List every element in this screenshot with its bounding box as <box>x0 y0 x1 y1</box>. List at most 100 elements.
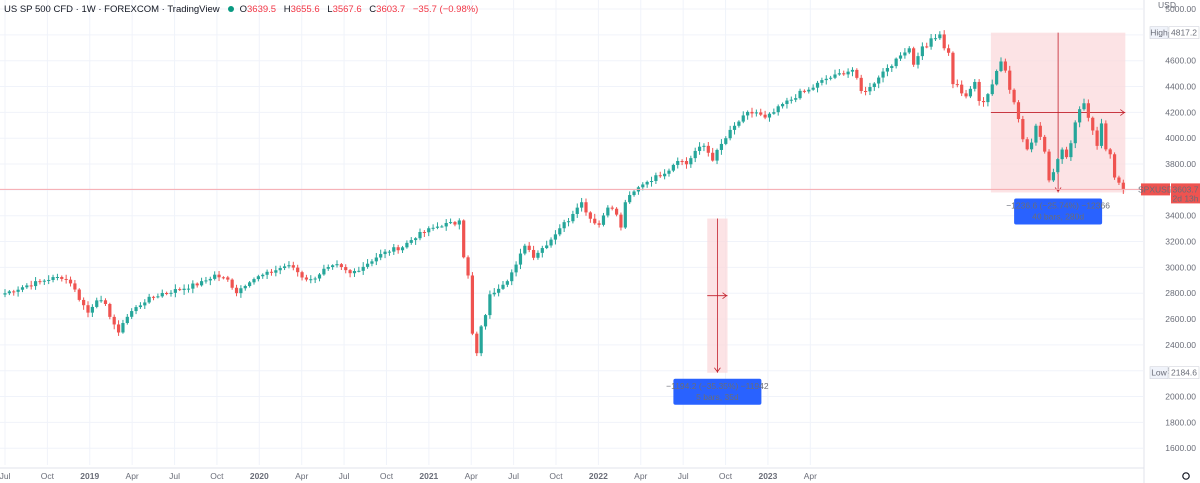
candle-body[interactable] <box>1029 142 1034 150</box>
candle-body[interactable] <box>383 251 387 255</box>
candle-body[interactable] <box>213 274 217 279</box>
candle-body[interactable] <box>226 277 230 280</box>
candle-body[interactable] <box>457 220 461 225</box>
candle-body[interactable] <box>1073 122 1077 144</box>
candle-body[interactable] <box>514 264 518 273</box>
candle-body[interactable] <box>42 280 46 282</box>
candle-body[interactable] <box>741 115 745 122</box>
candle-body[interactable] <box>199 281 204 286</box>
candle-body[interactable] <box>715 149 719 161</box>
candle-body[interactable] <box>230 279 234 288</box>
candle-body[interactable] <box>387 251 392 253</box>
candle-body[interactable] <box>807 89 811 92</box>
candle-body[interactable] <box>859 77 863 91</box>
candle-body[interactable] <box>553 234 558 240</box>
candle-body[interactable] <box>1047 151 1051 181</box>
candle-body[interactable] <box>732 125 737 130</box>
candle-body[interactable] <box>90 306 94 313</box>
candle-body[interactable] <box>1003 61 1007 71</box>
candle-body[interactable] <box>780 104 785 107</box>
candle-body[interactable] <box>331 265 335 268</box>
candle-body[interactable] <box>335 264 339 266</box>
candle-body[interactable] <box>588 212 592 219</box>
candle-body[interactable] <box>178 289 182 291</box>
candle-body[interactable] <box>396 247 400 251</box>
candle-body[interactable] <box>912 48 916 65</box>
candle-body[interactable] <box>116 324 121 333</box>
candle-body[interactable] <box>641 184 645 188</box>
candle-body[interactable] <box>1051 172 1056 181</box>
candle-body[interactable] <box>1069 143 1073 158</box>
candle-body[interactable] <box>475 333 479 354</box>
candle-body[interactable] <box>855 69 859 78</box>
candle-body[interactable] <box>1095 130 1099 146</box>
candle-body[interactable] <box>204 280 208 282</box>
candle-body[interactable] <box>1021 119 1025 140</box>
candle-body[interactable] <box>1043 136 1047 152</box>
candle-body[interactable] <box>422 232 426 234</box>
candle-body[interactable] <box>890 66 894 69</box>
candle-body[interactable] <box>287 265 291 267</box>
candle-body[interactable] <box>261 274 265 277</box>
candle-body[interactable] <box>968 88 973 97</box>
candle-body[interactable] <box>868 87 872 92</box>
candle-body[interactable] <box>584 202 588 213</box>
candle-body[interactable] <box>374 257 378 262</box>
candle-body[interactable] <box>462 220 466 258</box>
candle-body[interactable] <box>134 307 138 312</box>
candle-body[interactable] <box>1117 177 1121 183</box>
candle-body[interactable] <box>973 81 977 89</box>
candle-body[interactable] <box>833 74 837 78</box>
candle-body[interactable] <box>737 121 741 126</box>
candle-body[interactable] <box>479 326 483 354</box>
candle-body[interactable] <box>1104 123 1108 150</box>
candle-body[interactable] <box>470 275 475 334</box>
candle-body[interactable] <box>676 161 680 165</box>
candle-body[interactable] <box>392 247 396 252</box>
candle-body[interactable] <box>711 152 715 161</box>
candle-body[interactable] <box>601 215 606 225</box>
candle-body[interactable] <box>400 247 405 251</box>
candle-body[interactable] <box>492 292 496 295</box>
candle-body[interactable] <box>995 70 999 85</box>
candle-body[interactable] <box>1082 103 1086 110</box>
candle-body[interactable] <box>265 271 269 275</box>
candle-body[interactable] <box>1108 149 1112 155</box>
candle-body[interactable] <box>112 316 116 325</box>
candle-body[interactable] <box>850 69 855 72</box>
candle-body[interactable] <box>379 254 383 258</box>
candle-body[interactable] <box>173 289 177 293</box>
candle-body[interactable] <box>671 164 675 171</box>
candle-body[interactable] <box>47 279 51 281</box>
candle-body[interactable] <box>317 274 322 279</box>
candle-body[interactable] <box>483 315 488 327</box>
symbol-title[interactable]: US SP 500 CFD · 1W · FOREXCOM · TradingV… <box>4 3 220 15</box>
candle-body[interactable] <box>549 239 553 246</box>
candle-body[interactable] <box>562 222 566 229</box>
candle-body[interactable] <box>29 285 33 287</box>
candle-body[interactable] <box>95 300 99 307</box>
candle-body[interactable] <box>531 249 536 258</box>
candle-body[interactable] <box>291 265 295 268</box>
candle-body[interactable] <box>898 55 903 59</box>
candle-body[interactable] <box>754 112 758 114</box>
candle-body[interactable] <box>313 278 317 280</box>
candle-body[interactable] <box>60 276 64 279</box>
candle-body[interactable] <box>256 276 260 280</box>
candle-body[interactable] <box>274 270 278 273</box>
candle-body[interactable] <box>339 264 343 268</box>
candle-body[interactable] <box>693 150 697 159</box>
candle-body[interactable] <box>820 80 824 83</box>
candle-body[interactable] <box>1012 89 1016 103</box>
candle-body[interactable] <box>99 300 103 302</box>
candle-body[interactable] <box>252 279 256 283</box>
candle-body[interactable] <box>82 299 86 306</box>
candle-body[interactable] <box>614 208 619 215</box>
candle-body[interactable] <box>776 106 780 113</box>
candle-body[interactable] <box>623 202 627 228</box>
candle-body[interactable] <box>759 112 763 115</box>
candle-body[interactable] <box>278 268 282 271</box>
candle-body[interactable] <box>960 84 964 94</box>
candle-body[interactable] <box>571 213 575 222</box>
candle-body[interactable] <box>802 90 807 92</box>
